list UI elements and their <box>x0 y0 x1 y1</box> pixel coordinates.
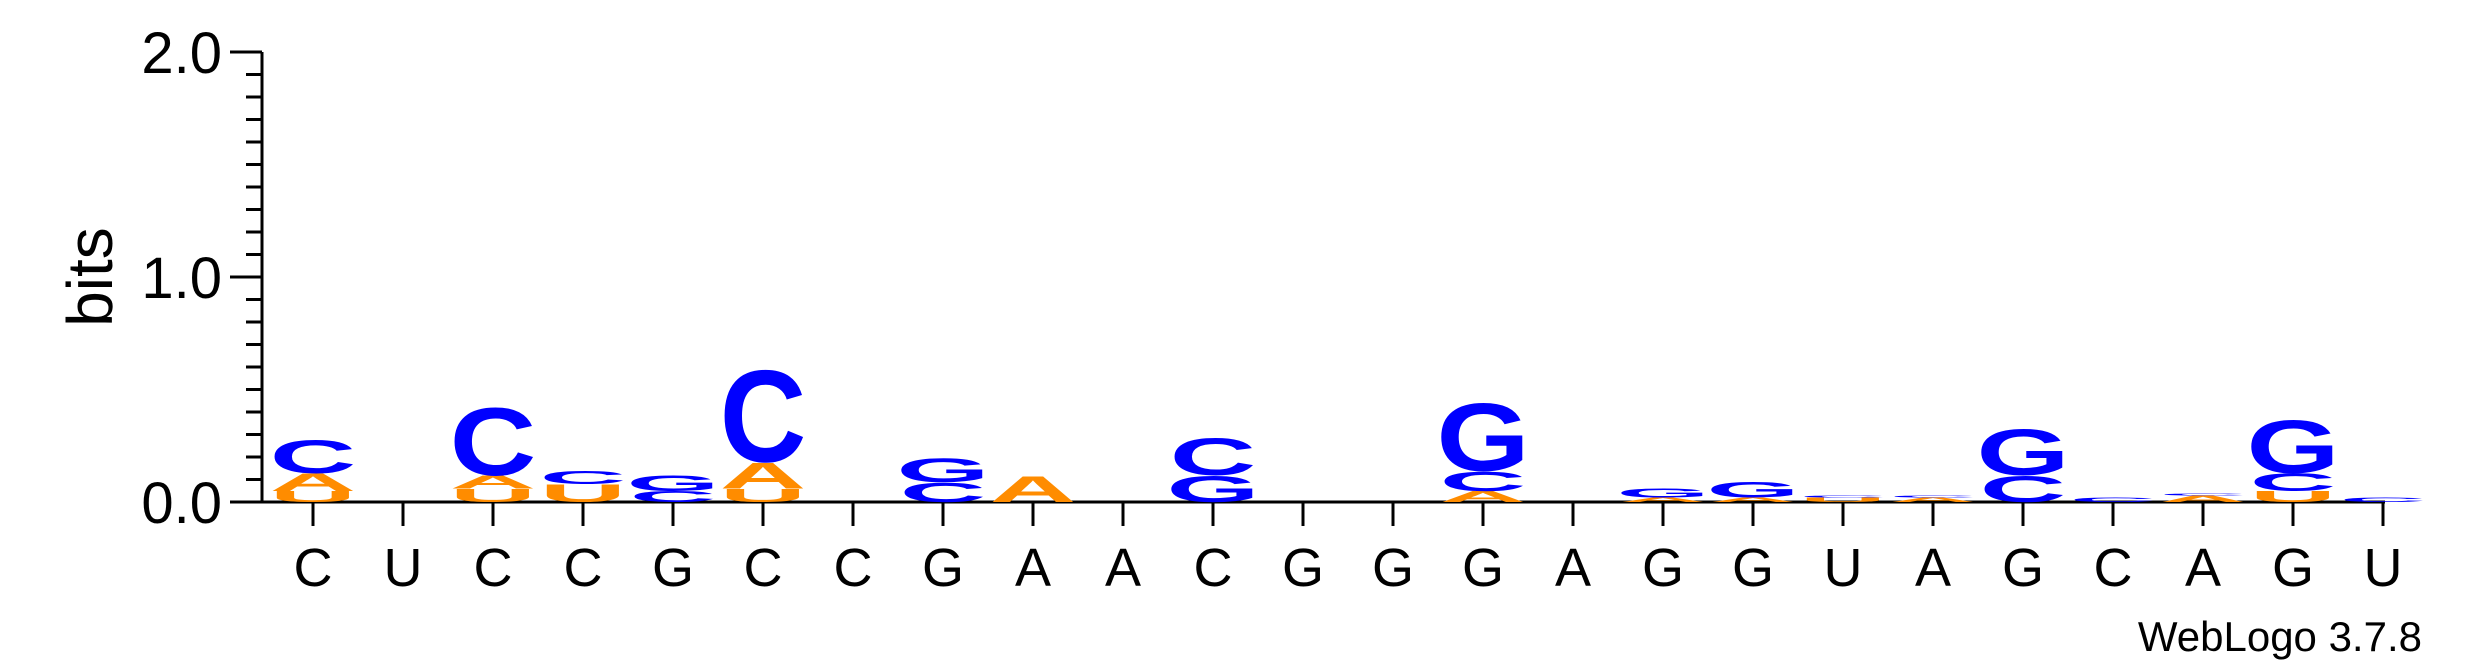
logo-letter-a: A <box>450 472 537 493</box>
x-tick-label: U <box>2364 538 2403 598</box>
x-tick-label: G <box>652 538 694 598</box>
logo-letter-a: A <box>1890 496 1977 503</box>
x-tick-label: U <box>1824 538 1863 598</box>
logo-letter-a: A <box>1440 488 1527 505</box>
x-tick-label: C <box>834 538 873 598</box>
logo-letter-g: G <box>1166 468 1259 510</box>
x-tick-label: A <box>1915 538 1951 598</box>
x-tick-label: G <box>1732 538 1774 598</box>
x-tick-label: C <box>2094 538 2133 598</box>
logo-letter-c: C <box>1980 468 2067 510</box>
x-tick-label: G <box>1462 538 1504 598</box>
logo-letter-c: C <box>1800 495 1887 498</box>
logo-letter-c: C <box>1890 495 1977 498</box>
logo-letter-g: G <box>896 451 989 490</box>
x-tick-label: G <box>1282 538 1324 598</box>
logo-letter-u: U <box>2250 488 2337 505</box>
logo-letter-g: G <box>1436 383 1529 491</box>
x-tick-label: C <box>1194 538 1233 598</box>
logo-letter-c: C <box>2250 469 2337 497</box>
logo-letter-u: U <box>1800 496 1887 503</box>
logo-letter-c: C <box>450 388 537 496</box>
logo-letter-c: C <box>1440 466 1527 497</box>
logo-letter-g: G <box>1616 486 1709 500</box>
logo-letter-a: A <box>1620 496 1707 503</box>
logo-letter-g: G <box>626 471 719 495</box>
logo-letter-g: G <box>1706 478 1799 502</box>
x-tick-label: U <box>384 538 423 598</box>
logo-letter-a: A <box>1710 496 1797 503</box>
x-tick-label: G <box>2272 538 2314 598</box>
x-tick-label: G <box>922 538 964 598</box>
x-tick-label: G <box>1372 538 1414 598</box>
x-tick-label: A <box>1555 538 1591 598</box>
y-tick-label: 2.0 <box>141 21 222 86</box>
logo-letter-u: U <box>270 488 357 505</box>
logo-letter-u: U <box>450 485 537 506</box>
logo-letter-a: A <box>990 468 1077 510</box>
logo-letter-c: C <box>900 477 987 508</box>
x-tick-label: C <box>474 538 513 598</box>
logo-letter-c: C <box>720 343 807 490</box>
logo-letter-c: C <box>540 467 627 488</box>
logo-letter-c: C <box>270 431 357 483</box>
y-tick-label: 1.0 <box>141 246 222 311</box>
x-tick-label: C <box>564 538 603 598</box>
logo-letter-u: U <box>720 485 807 506</box>
y-tick-label: 0.0 <box>141 471 222 536</box>
x-tick-label: A <box>2185 538 2221 598</box>
y-axis-label: bits <box>54 227 126 327</box>
x-tick-label: C <box>744 538 783 598</box>
logo-letter-c: C <box>1170 427 1257 487</box>
y-axis: 0.0 1.0 2.0 <box>141 21 264 536</box>
x-tick-label: G <box>2002 538 2044 598</box>
logo-letter-g: G <box>1976 416 2069 489</box>
logo-letter-c: C <box>2340 496 2427 503</box>
logo-letter-a: A <box>2160 494 2247 504</box>
logo-letter-a: A <box>720 455 807 497</box>
logo-letter-c: C <box>2160 492 2247 495</box>
x-tick-label: A <box>1015 538 1051 598</box>
credit-label: WebLogo 3.7.8 <box>2138 613 2422 660</box>
x-tick-label: A <box>1105 538 1141 598</box>
x-tick-label: C <box>294 538 333 598</box>
x-tick-label: G <box>1642 538 1684 598</box>
logo-letter-a: A <box>270 469 357 497</box>
logo-letter-g: G <box>2246 405 2339 489</box>
logo-letter-c: C <box>2070 496 2157 503</box>
logo-letter-u: U <box>540 480 627 508</box>
logo-letter-c: C <box>630 488 717 505</box>
